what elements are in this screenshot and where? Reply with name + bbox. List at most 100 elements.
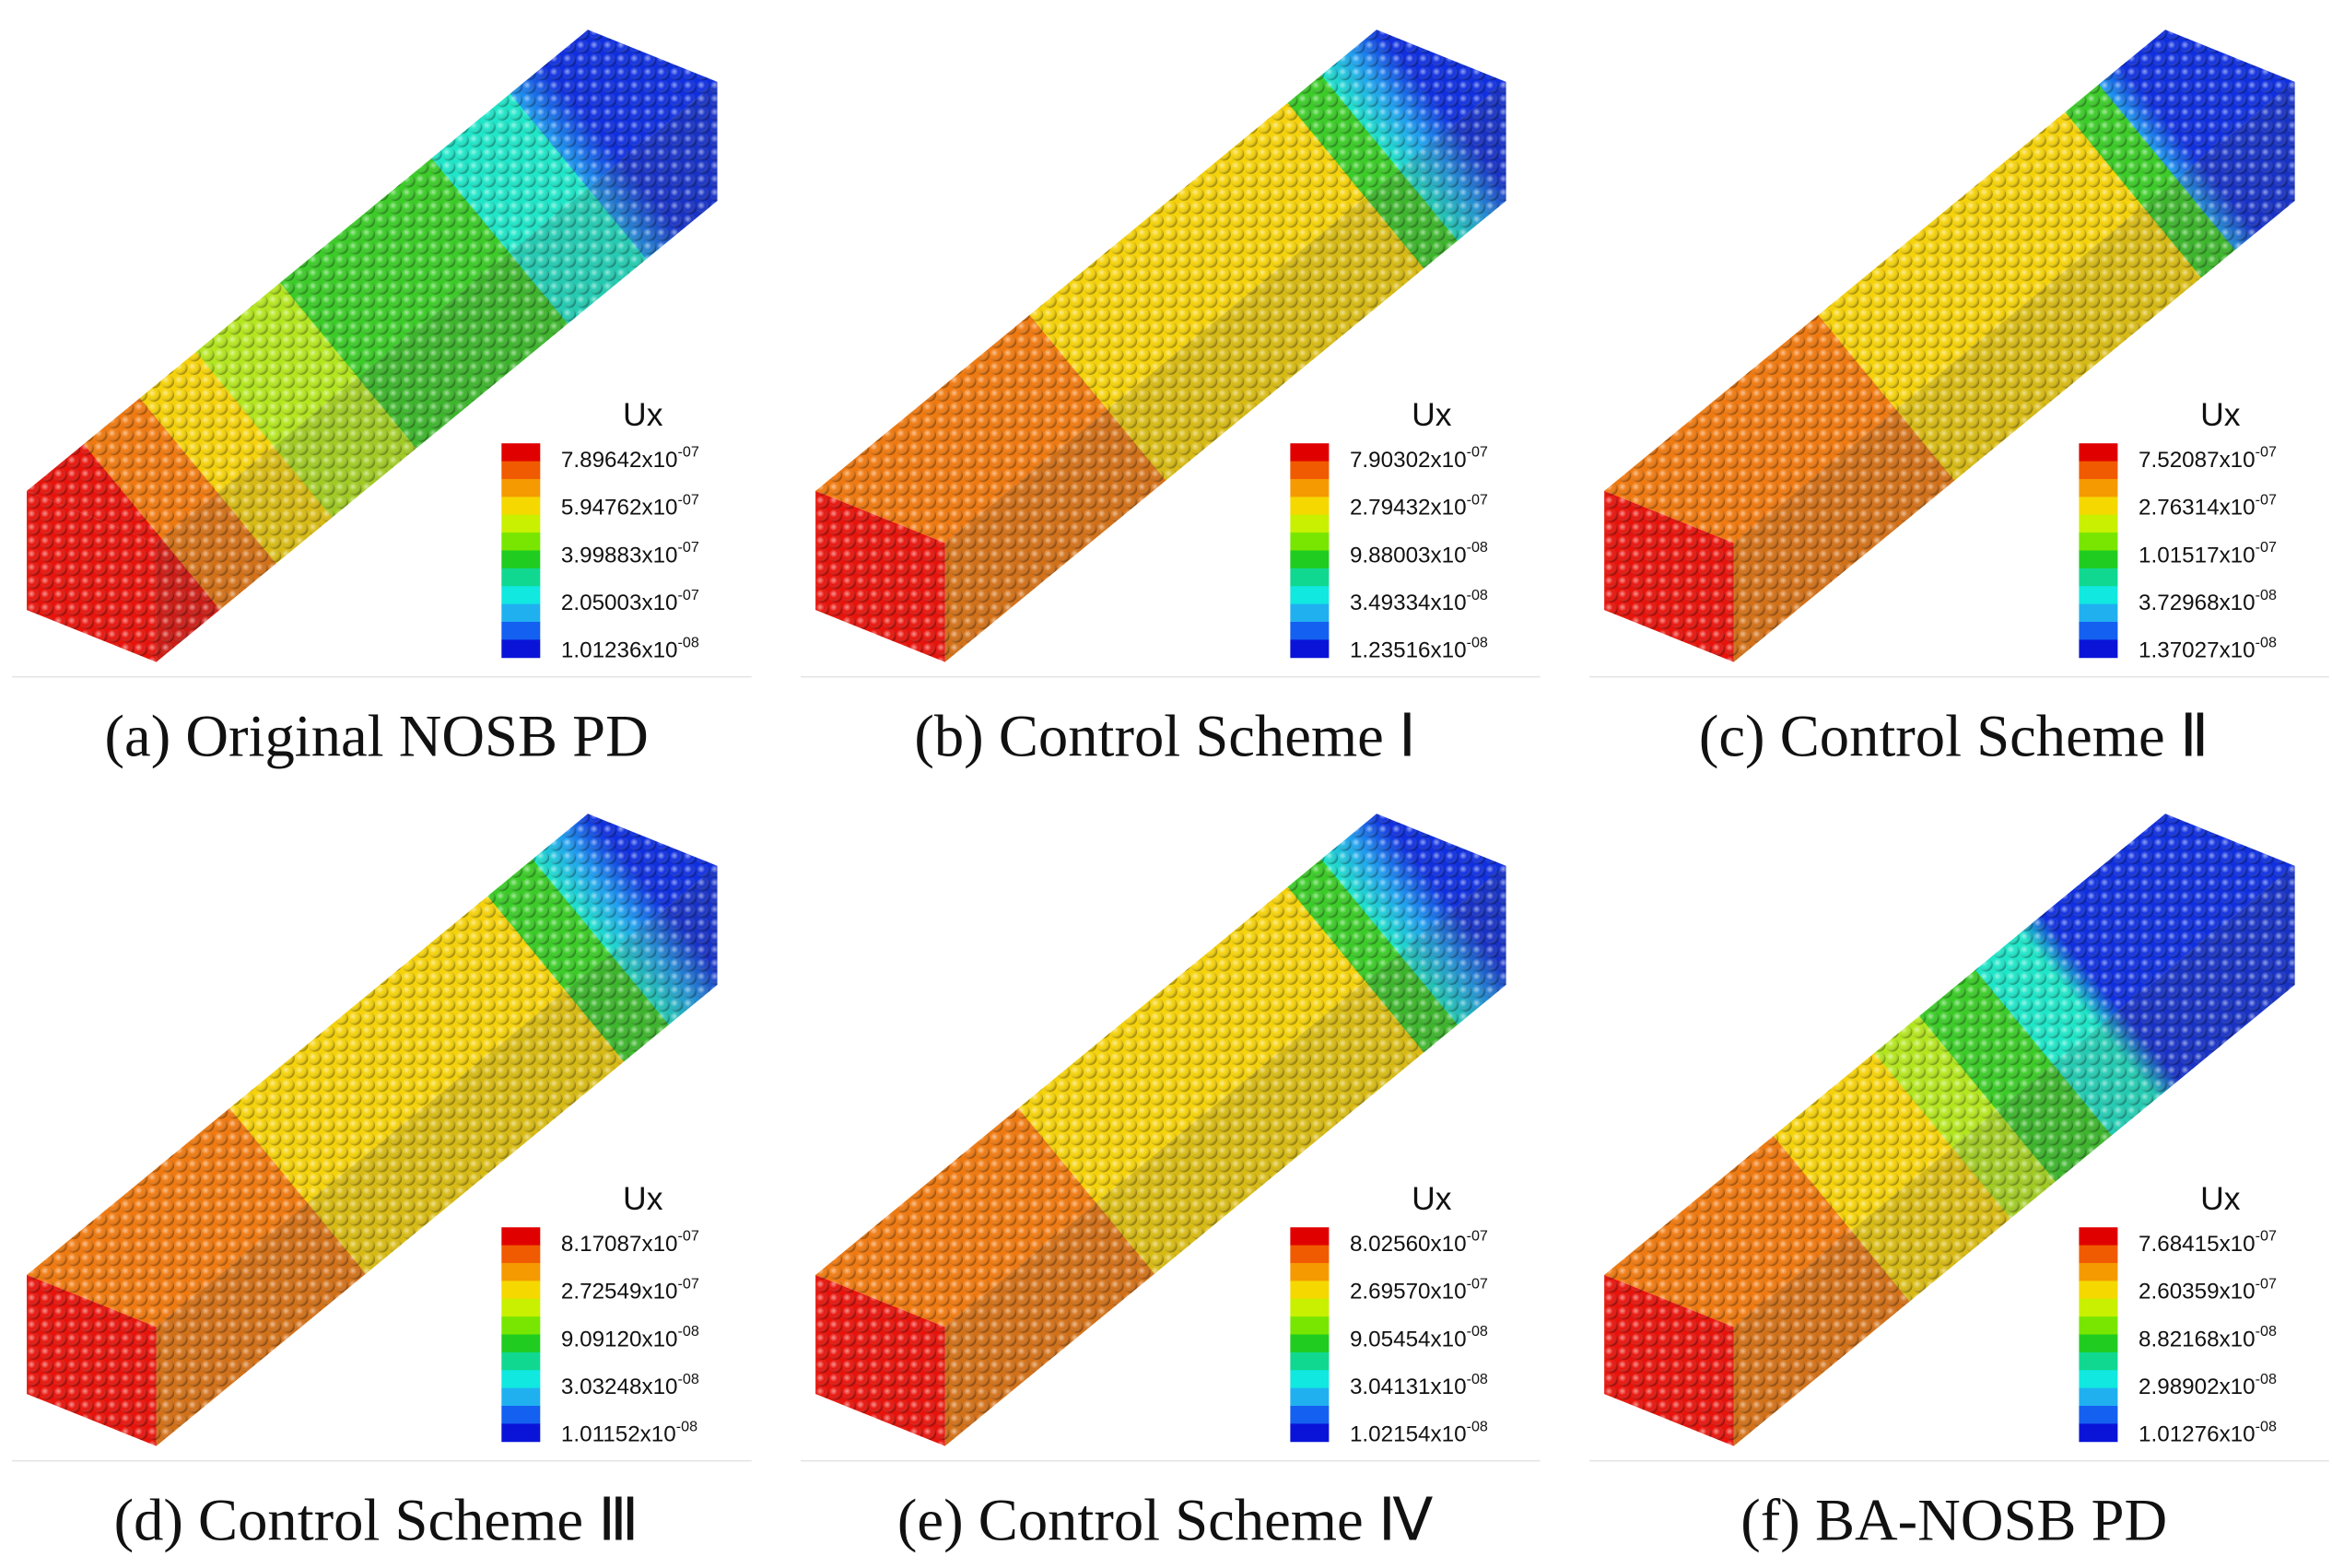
legend-swatch	[501, 1405, 541, 1424]
particle-texture	[1604, 29, 2295, 544]
label-exponent: -07	[678, 444, 699, 461]
label-exponent: -07	[1467, 1228, 1488, 1245]
label-exponent: -07	[1467, 491, 1488, 508]
label-exponent: -07	[2256, 491, 2277, 508]
particle-texture	[1604, 813, 2295, 1328]
label-exponent: -08	[2256, 1418, 2277, 1434]
legend-swatch	[2079, 1387, 2118, 1407]
label-exponent: -08	[678, 634, 699, 650]
legend-label: 2.72549x10-07	[561, 1275, 699, 1304]
panel: Ux7.90302x10-072.79432x10-079.88003x10-0…	[800, 29, 1541, 769]
legend-swatch	[1290, 1405, 1330, 1424]
legend-swatch	[2079, 1245, 2118, 1264]
legend-swatch	[501, 497, 541, 516]
particle-texture	[156, 865, 718, 1446]
legend-swatch	[1290, 1316, 1330, 1335]
legend-title: Ux	[1412, 396, 1452, 433]
legend-swatch	[1290, 1281, 1330, 1300]
legend-swatch	[2079, 1298, 2118, 1317]
legend-label: 9.05454x10-08	[1350, 1323, 1488, 1352]
label-exponent: -08	[2256, 1323, 2277, 1340]
legend-label: 1.02154x10-08	[1350, 1418, 1488, 1446]
legend-swatch	[2079, 621, 2118, 640]
legend-label: 2.05003x10-07	[561, 587, 699, 615]
legend-label: 2.76314x10-07	[2139, 491, 2277, 520]
label-exponent: -07	[678, 539, 699, 556]
panel: Ux7.68415x10-072.60359x10-078.82168x10-0…	[1589, 813, 2329, 1553]
legend-swatch	[1290, 478, 1330, 497]
label-exponent: -08	[1467, 1323, 1488, 1340]
label-base: 2.60359x10	[2139, 1280, 2256, 1305]
particle-texture	[1733, 81, 2295, 662]
legend-label: 9.88003x10-08	[1350, 539, 1488, 568]
legend-swatch	[2079, 443, 2118, 462]
label-exponent: -08	[2256, 1371, 2277, 1387]
legend-swatch	[2079, 1334, 2118, 1353]
legend-swatch	[2079, 568, 2118, 587]
label-base: 8.02560x10	[1350, 1232, 1467, 1257]
legend-swatch	[2079, 639, 2118, 659]
legend-swatch	[1290, 1298, 1330, 1317]
legend-swatch	[1290, 1245, 1330, 1264]
label-base: 1.23516x10	[1350, 638, 1467, 663]
panel: Ux7.89642x10-075.94762x10-073.99883x10-0…	[11, 29, 752, 769]
legend-swatch	[501, 621, 541, 640]
legend-label: 7.90302x10-07	[1350, 444, 1488, 473]
label-base: 1.01236x10	[561, 638, 678, 663]
panel: Ux8.02560x10-072.69570x10-079.05454x10-0…	[800, 813, 1541, 1553]
label-exponent: -07	[1467, 1275, 1488, 1292]
caption: (e) Control Scheme Ⅳ	[897, 1486, 1434, 1553]
legend-swatch	[501, 639, 541, 659]
legend-swatch	[2079, 1227, 2118, 1246]
label-base: 7.52087x10	[2139, 448, 2256, 473]
caption: (a) Original NOSB PD	[105, 702, 649, 769]
label-base: 3.04131x10	[1350, 1375, 1467, 1399]
legend-swatch	[501, 1423, 541, 1443]
caption: (c) Control Scheme Ⅱ	[1699, 702, 2209, 769]
legend-label: 7.68415x10-07	[2139, 1228, 2277, 1257]
legend-swatch	[2079, 1262, 2118, 1281]
label-base: 5.94762x10	[561, 496, 678, 521]
legend-label: 1.01152x10-08	[561, 1418, 697, 1446]
particle-texture	[815, 29, 1506, 544]
particle-texture	[1733, 865, 2295, 1446]
legend-swatch	[1290, 497, 1330, 516]
legend-label: 2.98902x10-08	[2139, 1371, 2277, 1399]
legend-swatch	[501, 603, 541, 623]
legend-swatch	[1290, 568, 1330, 587]
legend-label: 2.79432x10-07	[1350, 491, 1488, 520]
particle-texture	[27, 1274, 157, 1446]
label-base: 8.82168x10	[2139, 1327, 2256, 1352]
legend-swatch	[501, 1227, 541, 1246]
label-exponent: -07	[2256, 539, 2277, 556]
particle-texture	[27, 813, 718, 1328]
legend-label: 3.03248x10-08	[561, 1371, 699, 1399]
label-base: 1.01517x10	[2139, 543, 2256, 568]
legend-swatch	[1290, 639, 1330, 659]
legend-swatch	[501, 1262, 541, 1281]
legend-label: 1.01517x10-07	[2139, 539, 2277, 568]
legend-swatch	[1290, 461, 1330, 480]
particle-texture	[815, 490, 945, 662]
legend-label: 8.82168x10-08	[2139, 1323, 2277, 1352]
legend-title: Ux	[1412, 1180, 1452, 1217]
label-base: 1.01152x10	[561, 1422, 676, 1447]
particle-texture	[815, 813, 1506, 1328]
label-base: 1.01276x10	[2139, 1422, 2256, 1447]
label-base: 9.88003x10	[1350, 543, 1467, 568]
legend-label: 3.72968x10-08	[2139, 587, 2277, 615]
legend-label: 1.01236x10-08	[561, 634, 699, 662]
panel: Ux8.17087x10-072.72549x10-079.09120x10-0…	[11, 813, 752, 1553]
label-base: 1.02154x10	[1350, 1422, 1467, 1447]
legend-swatch	[1290, 1370, 1330, 1389]
label-exponent: -07	[678, 491, 699, 508]
legend-swatch	[501, 1281, 541, 1300]
legend-swatch	[501, 550, 541, 569]
label-base: 2.05003x10	[561, 591, 678, 615]
label-base: 9.05454x10	[1350, 1327, 1467, 1352]
legend-swatch	[1290, 1423, 1330, 1443]
legend-label: 1.37027x10-08	[2139, 634, 2277, 662]
particle-texture	[1604, 1274, 1734, 1446]
legend-swatch	[501, 1334, 541, 1353]
